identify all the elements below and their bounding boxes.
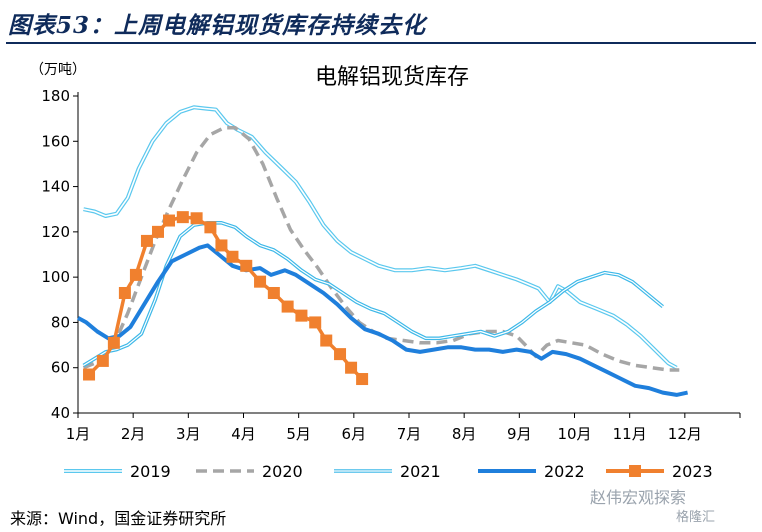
y-tick-label: 100 — [41, 268, 70, 286]
x-tick-label: 9月 — [507, 425, 532, 443]
data-point-2023 — [190, 212, 203, 225]
series-line-inner — [83, 222, 664, 366]
data-point-2023 — [345, 361, 358, 374]
chart: 电解铝现货库存 （万吨） 40 60 80 100 120 140 160 180 1月 2月 3月… — [30, 62, 741, 481]
x-tick-label: 3月 — [176, 425, 201, 443]
x-tick-label: 8月 — [452, 425, 477, 443]
watermark: 赵伟宏观探索 — [590, 488, 687, 507]
y-tick-label: 140 — [41, 178, 70, 196]
data-point-2023 — [240, 259, 253, 272]
legend-label: 2022 — [544, 462, 585, 481]
data-point-2023 — [107, 336, 120, 349]
data-point-2023 — [140, 234, 153, 247]
y-tick-label: 180 — [41, 87, 70, 105]
y-tick-label: 40 — [51, 404, 70, 422]
x-tick-label: 5月 — [286, 425, 311, 443]
y-tick-label: 160 — [41, 132, 70, 150]
legend: 2019 2020 2021 2022 2023 — [64, 462, 713, 481]
data-point-2023 — [176, 211, 189, 224]
x-tick-label: 10月 — [557, 425, 591, 443]
legend-label: 2021 — [400, 462, 441, 481]
data-point-2023 — [151, 225, 164, 238]
watermark-2: 格隆汇 — [676, 510, 716, 525]
figure-title: 图表53：上周电解铝现货库存持续去化 — [8, 12, 427, 39]
legend-item-2021: 2021 — [334, 462, 441, 481]
data-point-2023 — [96, 354, 109, 367]
y-tick-label: 60 — [51, 359, 70, 377]
data-point-2023 — [215, 239, 228, 252]
x-tick-label: 4月 — [231, 425, 256, 443]
axes: 40 60 80 100 120 140 160 180 1月 2月 3月 4月 5月 6月 7月 8月 9月 1… — [41, 87, 741, 443]
data-point-2023 — [356, 373, 369, 386]
data-point-2023 — [226, 250, 239, 263]
x-tick-label: 11月 — [613, 425, 647, 443]
series-line — [77, 243, 689, 397]
legend-item-2023: 2023 — [606, 462, 713, 481]
x-tick-label: 1月 — [66, 425, 91, 443]
legend-item-2019: 2019 — [64, 462, 171, 481]
series-2023 — [83, 211, 369, 386]
data-point-2023 — [334, 348, 347, 361]
data-point-2023 — [163, 214, 176, 227]
x-tick-label: 12月 — [668, 425, 702, 443]
y-axis-label: （万吨） — [30, 62, 86, 78]
series-line-outer — [83, 105, 678, 370]
data-point-2023 — [295, 309, 308, 322]
title-divider — [6, 42, 756, 44]
series-2021 — [82, 221, 664, 367]
x-tick-label: 7月 — [397, 425, 422, 443]
series-line-inner — [83, 106, 677, 369]
data-point-2023 — [129, 268, 142, 281]
legend-item-2022: 2022 — [478, 462, 585, 481]
data-point-2023 — [320, 334, 333, 347]
data-point-2023 — [254, 275, 267, 288]
y-tick-label: 120 — [41, 223, 70, 241]
series-2020 — [82, 125, 680, 372]
legend-label: 2019 — [130, 462, 171, 481]
series-2022 — [77, 243, 689, 397]
legend-item-2020: 2020 — [196, 462, 303, 481]
legend-label: 2023 — [672, 462, 713, 481]
data-point-2023 — [281, 300, 294, 313]
legend-marker — [629, 465, 641, 477]
source-note: 来源：Wind，国金证券研究所 — [10, 509, 227, 528]
data-point-2023 — [267, 286, 280, 299]
data-point-2023 — [309, 316, 322, 329]
x-tick-label: 2月 — [121, 425, 146, 443]
chart-title: 电解铝现货库存 — [315, 65, 469, 90]
x-tick-label: 6月 — [342, 425, 367, 443]
series-line — [82, 125, 680, 372]
series-2019 — [83, 105, 678, 370]
data-point-2023 — [118, 286, 131, 299]
data-point-2023 — [83, 368, 96, 381]
series-layer — [77, 105, 689, 397]
legend-label: 2020 — [262, 462, 303, 481]
y-tick-label: 80 — [51, 313, 70, 331]
data-point-2023 — [204, 221, 217, 234]
